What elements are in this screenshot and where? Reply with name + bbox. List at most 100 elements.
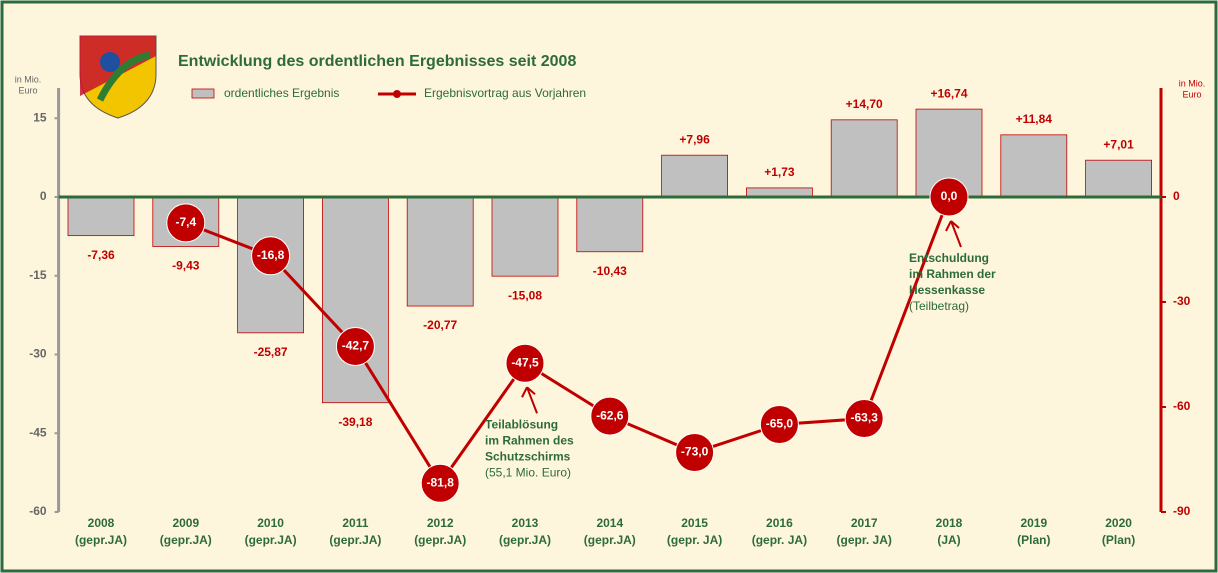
bar-value-label: -10,43 (593, 264, 627, 278)
x-tick-label: 2020 (1105, 516, 1132, 530)
line-marker (335, 326, 375, 366)
bar (1085, 159, 1152, 198)
line-marker (590, 396, 630, 436)
bar-value-label: +14,70 (846, 97, 883, 111)
bar (321, 196, 389, 404)
bar (1000, 134, 1068, 198)
y-axis-label: Euro (18, 85, 37, 95)
y-tick-label: 15 (33, 110, 47, 124)
y-tick-label: -15 (29, 268, 47, 282)
x-tick-label: (gepr.JA) (499, 533, 551, 547)
line-marker (929, 177, 969, 217)
x-tick-label: (gepr. JA) (752, 533, 807, 547)
y-axis-label: in Mio. (15, 74, 42, 84)
y-tick-label: 0 (40, 189, 47, 203)
bar-value-label: -25,87 (254, 345, 288, 359)
bar-value-label: +7,01 (1103, 137, 1134, 151)
bar-value-label: -15,08 (508, 288, 542, 302)
x-tick-label: (gepr.JA) (329, 533, 381, 547)
bar-value-label: -20,77 (423, 318, 457, 332)
line-value-label: -62,6 (596, 408, 624, 422)
bar (491, 196, 559, 277)
legend-label: Ergebnisvortrag aus Vorjahren (424, 86, 586, 100)
line-marker (844, 399, 884, 439)
line (185, 196, 951, 487)
bar-value-label: +11,84 (1016, 112, 1053, 126)
x-tick-label: (gepr.JA) (75, 533, 127, 547)
x-tick-label: 2008 (88, 516, 115, 530)
annotation-text: Entschuldung (909, 251, 989, 265)
x-tick-label: 2017 (851, 516, 878, 530)
annotation-text: im Rahmen der (909, 267, 996, 281)
annotation-text: Hessenkasse (909, 283, 985, 297)
line-value-label: -63,3 (851, 411, 879, 425)
y-tick-label: -30 (29, 347, 47, 361)
x-tick-label: (Plan) (1102, 533, 1135, 547)
bar (915, 108, 983, 198)
y2-axis-label: in Mio. (1179, 78, 1206, 88)
y-tick-label: -60 (29, 504, 47, 518)
x-tick-label: 2009 (172, 516, 199, 530)
x-tick-label: (gepr.JA) (414, 533, 466, 547)
annotation-arrow (521, 386, 538, 414)
x-tick-label: 2014 (596, 516, 623, 530)
bar-value-label: -9,43 (172, 259, 200, 273)
line-value-label: -81,8 (427, 475, 455, 489)
line-value-label: -16,8 (257, 248, 285, 262)
line-value-label: -7,4 (175, 215, 196, 229)
line-marker (420, 463, 460, 503)
x-tick-label: 2013 (512, 516, 539, 530)
bar (406, 196, 474, 307)
x-tick-label: 2018 (936, 516, 963, 530)
y2-axis-label: Euro (1182, 89, 1201, 99)
y2-tick-label: -30 (1173, 294, 1191, 308)
annotation-text: im Rahmen des (485, 433, 574, 447)
annotation-note: (Teilbetrag) (909, 299, 969, 313)
bar-value-label: +7,96 (679, 132, 710, 146)
x-tick-label: (Plan) (1017, 533, 1050, 547)
line-value-label: -42,7 (342, 339, 370, 353)
x-tick-label: (gepr. JA) (837, 533, 892, 547)
line-value-label: -65,0 (766, 417, 794, 431)
line-value-label: 0,0 (941, 189, 958, 203)
bar (830, 119, 898, 198)
legend-swatch (393, 90, 401, 98)
x-tick-label: (JA) (937, 533, 960, 547)
bar (661, 154, 728, 198)
annotation-note: (55,1 Mio. Euro) (485, 465, 571, 479)
line-marker (166, 203, 206, 243)
bar-value-label: +1,73 (764, 165, 795, 179)
x-tick-label: 2011 (342, 516, 368, 530)
annotation-arrow (945, 220, 962, 248)
line-value-label: -73,0 (681, 445, 709, 459)
x-tick-label: 2015 (681, 516, 708, 530)
annotation-text: Schutzschirms (485, 449, 571, 463)
x-tick-label: (gepr.JA) (245, 533, 297, 547)
line-marker (505, 343, 545, 383)
line-marker (251, 236, 291, 276)
y2-tick-label: -60 (1173, 399, 1191, 413)
x-tick-label: 2012 (427, 516, 454, 530)
bar-value-label: +16,74 (930, 86, 967, 100)
x-tick-label: (gepr.JA) (160, 533, 212, 547)
line-value-label: -47,5 (511, 355, 539, 369)
legend-swatch (191, 88, 215, 99)
y-tick-label: -45 (29, 425, 47, 439)
x-tick-label: 2010 (257, 516, 284, 530)
line-marker (759, 405, 799, 444)
y2-tick-label: 0 (1173, 189, 1180, 203)
annotation-text: Teilablösung (485, 417, 558, 431)
x-tick-label: (gepr.JA) (584, 533, 636, 547)
x-tick-label: 2019 (1020, 516, 1047, 530)
bar-value-label: -39,18 (338, 415, 372, 429)
y2-tick-label: -90 (1173, 504, 1191, 518)
bar (67, 196, 135, 237)
x-tick-label: 2016 (766, 516, 793, 530)
coat-of-arms (79, 35, 157, 119)
x-tick-label: (gepr. JA) (667, 533, 722, 547)
line-marker (675, 433, 715, 472)
legend-label: ordentliches Ergebnis (224, 86, 339, 100)
bar-value-label: -7,36 (87, 248, 115, 262)
